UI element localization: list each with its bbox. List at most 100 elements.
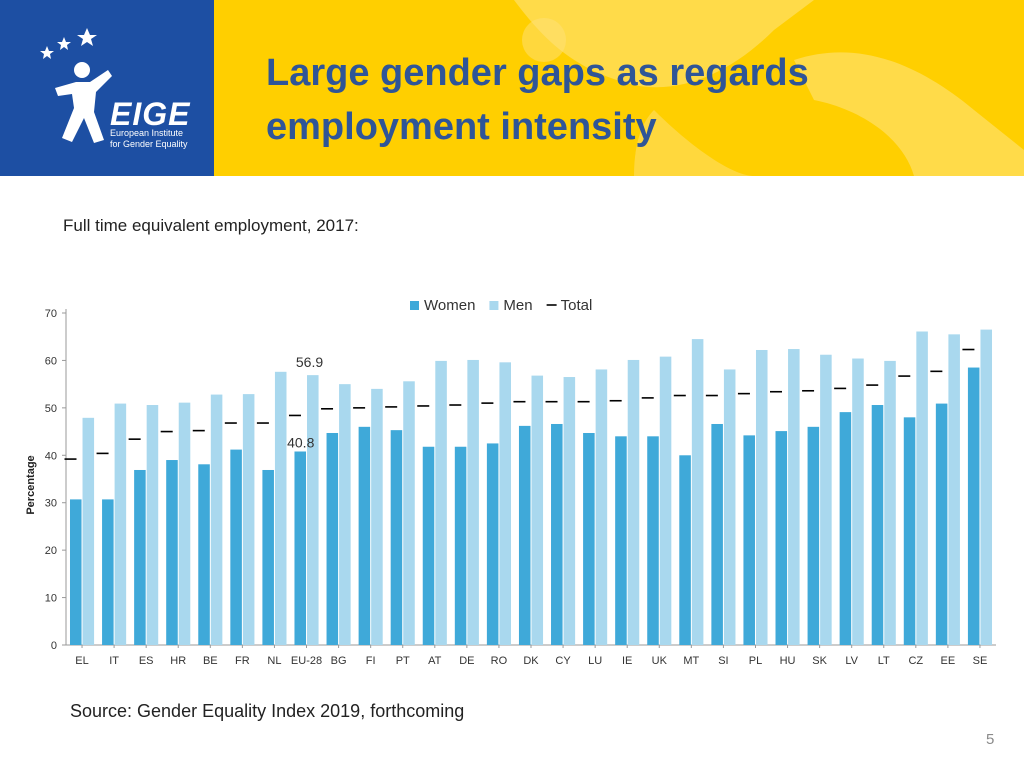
- bar-women-ie: [615, 436, 627, 645]
- bar-women-cy: [551, 423, 563, 645]
- x-tick-label: PT: [396, 655, 410, 667]
- bar-women-dk: [518, 425, 531, 645]
- x-tick-label: EE: [941, 655, 956, 667]
- logo-subtitle: European Institute for Gender Equality: [110, 128, 210, 150]
- bar-women-hr: [166, 460, 178, 645]
- x-tick-label: AT: [428, 655, 442, 667]
- page-title-line: Large gender gaps as regards: [266, 52, 809, 94]
- bar-women-at: [422, 446, 435, 645]
- title-panel: Large gender gaps as regards employment …: [214, 0, 1024, 176]
- bar-women-mt: [679, 455, 691, 645]
- bar-women-be: [198, 464, 210, 645]
- bar-women-uk: [647, 436, 659, 645]
- y-tick-label: 50: [45, 403, 57, 415]
- x-tick-label: MT: [683, 655, 699, 667]
- y-tick-label: 60: [45, 355, 57, 367]
- bar-women-bg: [326, 432, 339, 645]
- x-tick-label: FI: [366, 655, 376, 667]
- bar-women-si: [711, 423, 723, 645]
- page-number: 5: [986, 731, 995, 748]
- chart-total-markers: [64, 348, 975, 460]
- bar-men-cz: [916, 331, 928, 645]
- bar-women-fi: [358, 426, 371, 645]
- figure-icon: [55, 62, 112, 143]
- y-tick-label: 0: [51, 640, 57, 652]
- eige-logo: EIGE European Institute for Gender Equal…: [0, 0, 214, 176]
- bar-men-ro: [499, 362, 511, 645]
- x-tick-label: EU-28: [291, 655, 322, 667]
- data-label-women: 40.8: [287, 434, 314, 450]
- bar-men-hr: [178, 402, 191, 645]
- bar-men-hu: [788, 349, 800, 645]
- bar-women-el: [69, 499, 82, 645]
- source-note: Source: Gender Equality Index 2019, fort…: [70, 701, 465, 721]
- x-tick-label: PL: [749, 655, 762, 667]
- page-title: Large gender gaps as regards employment …: [266, 46, 809, 154]
- bar-men-dk: [531, 375, 544, 645]
- star-icon: [77, 28, 97, 46]
- star-icon: [57, 37, 71, 50]
- logo-graphic: [40, 28, 112, 143]
- y-tick-label: 20: [45, 545, 57, 557]
- bar-women-ee: [935, 403, 948, 645]
- bar-women-eu-28: [294, 451, 307, 645]
- x-tick-label: LV: [845, 655, 858, 667]
- y-tick-label: 40: [45, 450, 57, 462]
- bar-women-es: [134, 469, 146, 645]
- bar-women-ro: [486, 443, 499, 645]
- bar-women-lu: [583, 432, 595, 645]
- chart-legend: Women Men Total: [410, 297, 592, 314]
- x-tick-label: DK: [523, 655, 539, 667]
- bar-men-uk: [659, 356, 672, 645]
- page-title-line: employment intensity: [266, 106, 657, 148]
- star-icon: [40, 46, 54, 59]
- bar-men-nl: [274, 371, 287, 645]
- bar-men-fr: [242, 394, 255, 645]
- legend-label-total: Total: [561, 297, 593, 314]
- bar-women-nl: [262, 469, 274, 645]
- x-tick-label: HR: [170, 655, 186, 667]
- bar-men-ee: [948, 334, 960, 645]
- bar-women-fr: [230, 449, 242, 645]
- x-tick-label: SK: [812, 655, 827, 667]
- bar-women-de: [454, 446, 467, 645]
- header-decoration: [514, 0, 1024, 176]
- y-tick-label: 30: [45, 498, 57, 510]
- bar-men-cy: [563, 377, 576, 645]
- bar-men-es: [146, 405, 159, 645]
- bar-women-lv: [839, 412, 852, 645]
- bar-men-eu-28: [307, 375, 319, 645]
- x-tick-label: RO: [491, 655, 508, 667]
- x-tick-label: UK: [652, 655, 668, 667]
- legend-swatch-men: [489, 301, 499, 310]
- bar-men-sk: [820, 354, 832, 645]
- bar-men-at: [435, 360, 447, 645]
- chart-subtitle: Full time equivalent employment, 2017:: [63, 216, 359, 235]
- bar-men-lt: [884, 360, 896, 645]
- bar-men-fi: [371, 388, 383, 645]
- x-tick-label: CY: [555, 655, 571, 667]
- bar-men-lv: [852, 358, 864, 645]
- bar-men-lu: [595, 369, 608, 645]
- legend-swatch-women: [410, 301, 419, 310]
- bar-men-pt: [403, 381, 415, 645]
- bar-women-hu: [775, 431, 788, 645]
- x-tick-label: EL: [75, 655, 88, 667]
- x-tick-label: HU: [780, 655, 796, 667]
- x-tick-label: ES: [139, 655, 154, 667]
- bar-women-cz: [903, 417, 916, 645]
- employment-chart: Women Men Total 010203040506070Percentage …: [25, 297, 996, 667]
- bar-men-it: [114, 403, 127, 645]
- bar-women-se: [967, 367, 980, 645]
- logo-subtitle-line: for Gender Equality: [110, 139, 188, 149]
- bar-men-si: [723, 369, 736, 645]
- y-axis-label: Percentage: [25, 455, 37, 514]
- bar-men-se: [980, 329, 993, 645]
- x-tick-label: LT: [878, 655, 890, 667]
- x-tick-label: CZ: [908, 655, 923, 667]
- bar-men-de: [467, 359, 479, 645]
- legend-label-women: Women: [424, 297, 475, 314]
- x-tick-label: BG: [331, 655, 347, 667]
- bar-men-bg: [339, 384, 351, 645]
- bar-women-sk: [807, 426, 820, 645]
